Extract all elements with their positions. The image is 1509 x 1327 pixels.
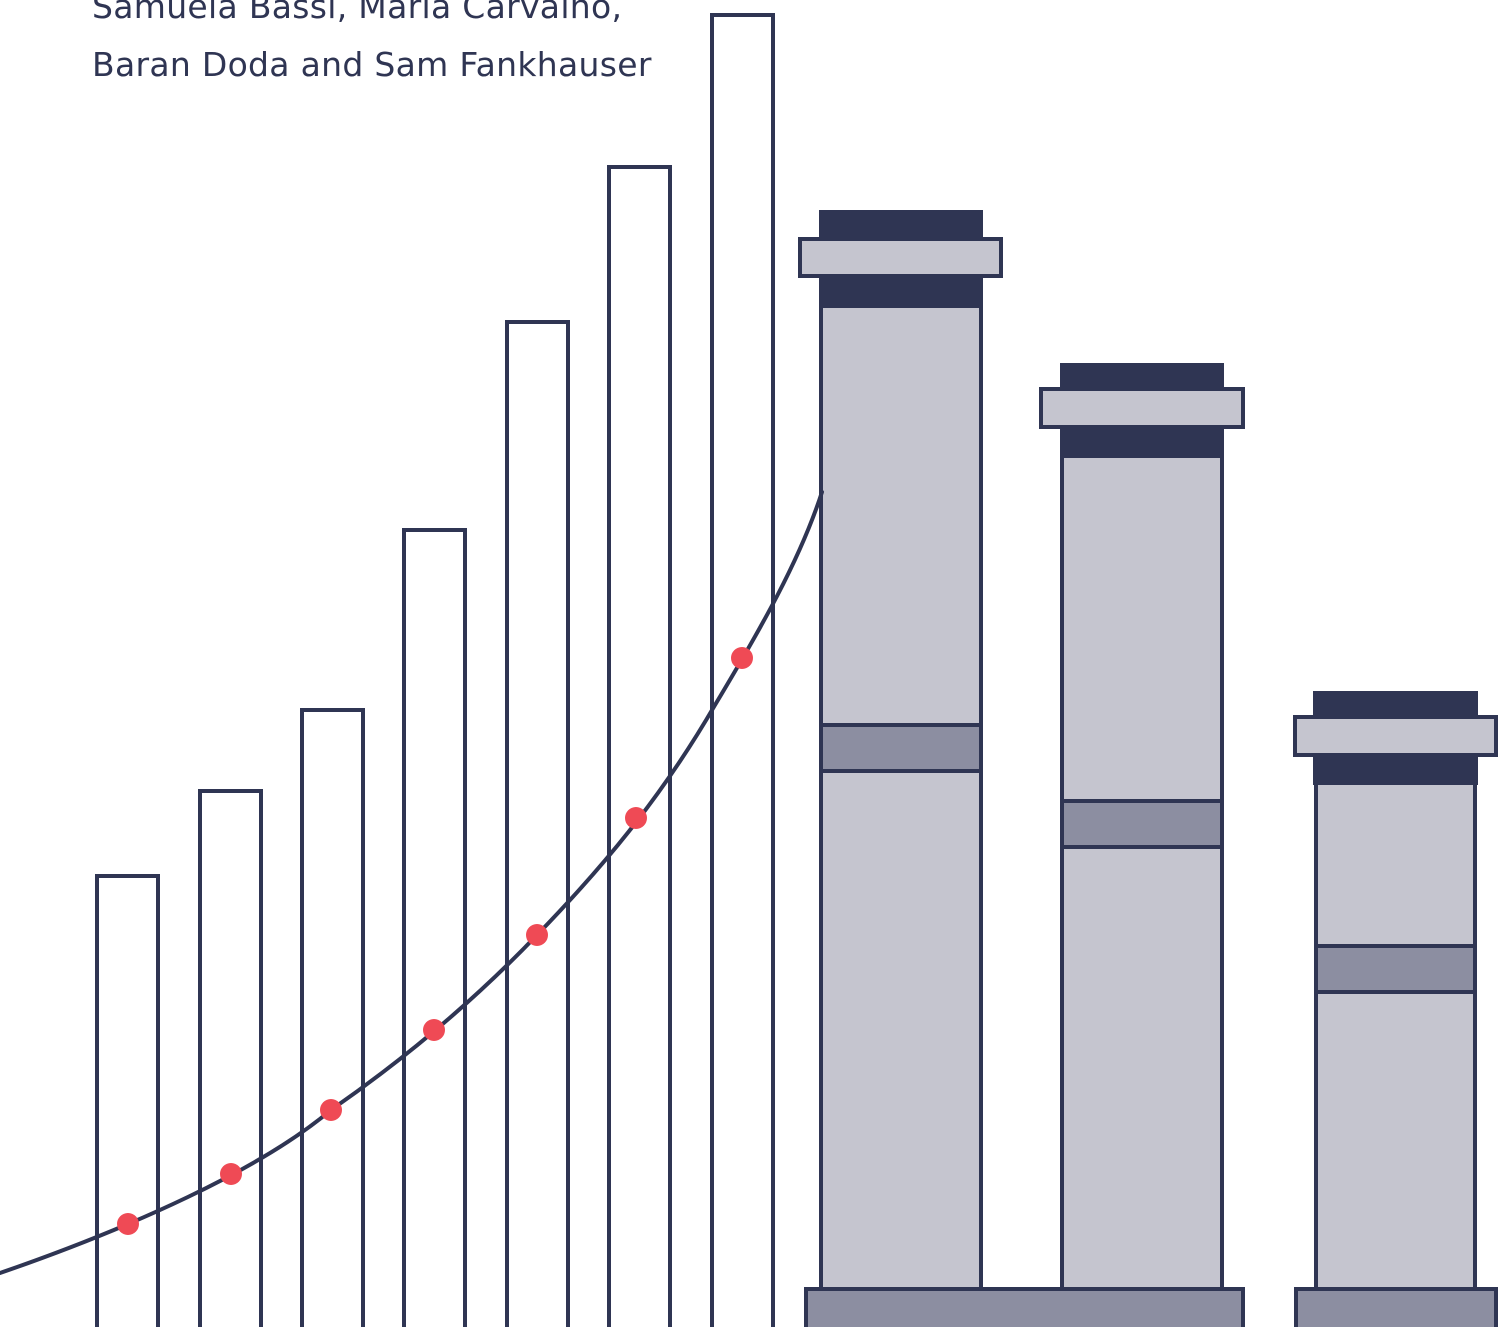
chimney-3-neck xyxy=(1313,755,1478,785)
chimney-2-body xyxy=(1060,454,1224,1308)
outline-bar-5 xyxy=(505,320,570,1327)
outline-bar-7 xyxy=(710,13,775,1327)
chimney-bases xyxy=(804,1287,1498,1327)
outline-bar-2 xyxy=(198,789,263,1327)
chimney-2-rim xyxy=(1039,387,1245,429)
outline-bar-4 xyxy=(402,528,467,1327)
chimney-2-neck xyxy=(1060,427,1224,458)
curve-dot-4 xyxy=(423,1019,445,1041)
curve-dot-1 xyxy=(117,1213,139,1235)
curve-dot-2 xyxy=(220,1163,242,1185)
author-list: Samuela Bassi, Maria Carvalho, Baran Dod… xyxy=(92,0,652,94)
chimney-1-body xyxy=(819,304,983,1308)
chimney-2-band xyxy=(1060,799,1224,849)
rising-bars xyxy=(95,13,775,1327)
curve-dots xyxy=(117,647,753,1235)
curve-dot-3 xyxy=(320,1099,342,1121)
chimney-2 xyxy=(1039,363,1245,1308)
chimney-3-body xyxy=(1314,781,1477,1308)
chimney-2-top-cap xyxy=(1060,363,1224,391)
author-line-2: Baran Doda and Sam Fankhauser xyxy=(92,45,652,84)
chimney-1 xyxy=(798,210,1003,1308)
chimney-1-band xyxy=(819,723,983,773)
outline-bar-6 xyxy=(607,165,672,1327)
chimney-3-rim xyxy=(1293,715,1498,757)
outline-bar-3 xyxy=(300,708,365,1327)
curve-dot-6 xyxy=(625,807,647,829)
chimney-1-rim xyxy=(798,237,1003,278)
chimney-3-top-cap xyxy=(1313,691,1478,719)
chimney-1-neck xyxy=(819,276,983,308)
author-line-1: Samuela Bassi, Maria Carvalho, xyxy=(92,0,623,26)
chimney-1-top-cap xyxy=(819,210,983,240)
chimney-3 xyxy=(1293,691,1498,1308)
outline-bar-1 xyxy=(95,874,160,1327)
curve-dot-7 xyxy=(731,647,753,669)
curve-dot-5 xyxy=(526,924,548,946)
chimney-base-wide xyxy=(804,1287,1245,1327)
chimney-base-small xyxy=(1294,1287,1498,1327)
chimney-3-band xyxy=(1314,944,1477,994)
